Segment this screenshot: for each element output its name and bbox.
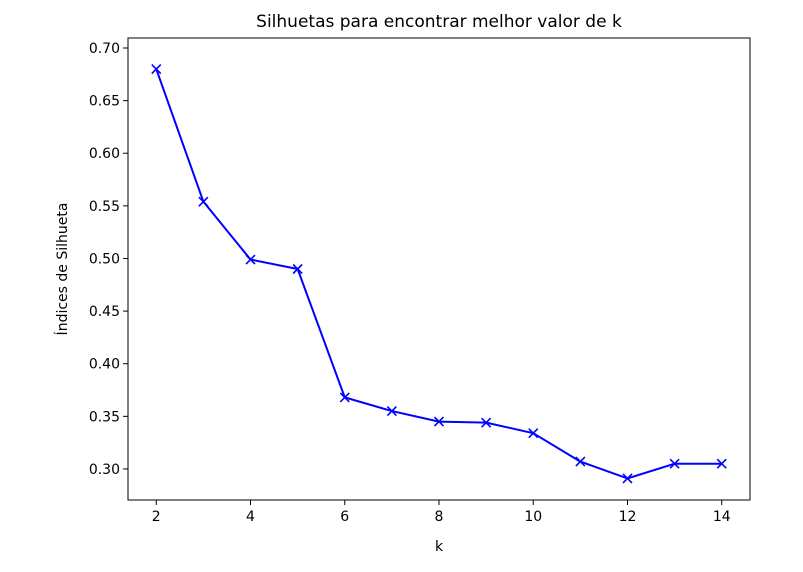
- x-tick-label: 12: [619, 509, 637, 525]
- data-point-marker: [433, 416, 445, 427]
- y-tick-label: 0.40: [89, 357, 120, 373]
- x-tick-label: 6: [340, 509, 349, 525]
- x-axis-label: k: [435, 539, 444, 555]
- data-point-marker: [151, 63, 162, 75]
- data-point-marker: [669, 458, 680, 469]
- x-tick-label: 4: [246, 509, 255, 525]
- chart-title: Silhuetas para encontrar melhor valor de…: [256, 12, 622, 32]
- data-point-marker: [622, 473, 633, 484]
- x-tick-label: 14: [713, 509, 731, 525]
- y-tick-label: 0.55: [89, 199, 120, 215]
- data-point-marker: [292, 263, 303, 275]
- x-tick-label: 10: [524, 509, 542, 525]
- y-tick-label: 0.60: [89, 146, 120, 162]
- x-axis: 2 4 6 8 10 12 14: [152, 500, 731, 525]
- series-group: [151, 63, 727, 484]
- x-tick-label: 2: [152, 509, 161, 525]
- x-tick-label: 8: [435, 509, 444, 525]
- y-tick-label: 0.30: [89, 462, 120, 478]
- y-tick-label: 0.45: [89, 304, 120, 320]
- y-tick-label: 0.65: [89, 94, 120, 110]
- data-point-marker: [386, 406, 397, 417]
- plot-area: [127, 37, 751, 501]
- y-tick-label: 0.35: [89, 409, 120, 425]
- y-axis: 0.30 0.35 0.40 0.45 0.50 0.55 0.60 0.65 0.70: [89, 41, 128, 478]
- y-axis-label: Índices de Silhueta: [54, 203, 71, 336]
- y-tick-label: 0.50: [89, 251, 120, 267]
- data-point-marker: [339, 392, 350, 403]
- data-point-marker: [528, 428, 539, 439]
- y-tick-label: 0.70: [89, 41, 120, 57]
- data-point-marker: [481, 417, 492, 428]
- data-point-marker: [716, 458, 727, 469]
- series-line: [155, 68, 722, 480]
- data-point-marker: [198, 196, 209, 207]
- data-point-marker: [245, 254, 256, 265]
- data-point-marker: [575, 456, 586, 467]
